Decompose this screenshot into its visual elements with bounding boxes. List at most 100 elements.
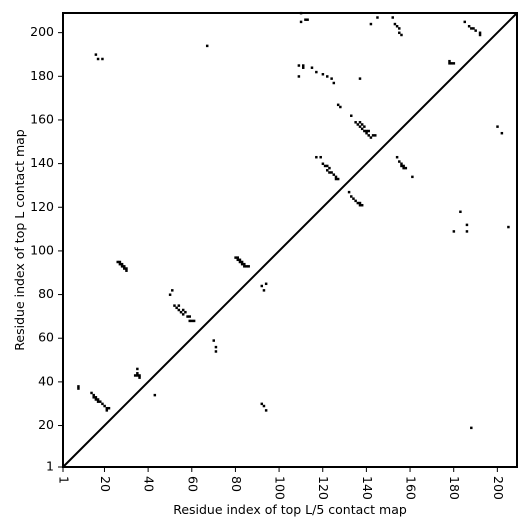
contact-point — [319, 155, 322, 159]
contact-point — [472, 27, 475, 30]
contact-point — [358, 121, 362, 124]
contact-point — [103, 404, 106, 408]
x-tick-label: 160 — [404, 476, 419, 500]
contact-point — [118, 262, 122, 266]
contact-point — [321, 162, 325, 165]
contact-point — [297, 64, 301, 67]
contact-point — [365, 129, 368, 133]
y-tick-label: 100 — [30, 242, 54, 257]
contact-point — [136, 374, 139, 377]
y-tick-label: 200 — [30, 24, 54, 39]
contact-point — [393, 22, 397, 26]
contact-point — [315, 155, 318, 159]
contact-point — [328, 171, 331, 174]
contact-point — [136, 372, 139, 375]
contact-point — [138, 374, 141, 377]
contact-point — [474, 29, 477, 32]
contact-point — [262, 404, 266, 408]
x-tick-label: 140 — [360, 476, 375, 500]
contact-point — [92, 396, 95, 399]
points-layer — [77, 11, 510, 430]
contact-point — [240, 260, 244, 264]
x-tick-label: 40 — [142, 476, 157, 492]
contact-point — [105, 406, 109, 410]
x-tick-label: 200 — [491, 476, 506, 500]
contact-point — [400, 164, 403, 168]
plot-frame — [62, 12, 518, 468]
contact-point — [323, 164, 327, 168]
contact-point — [360, 203, 364, 207]
contact-point — [120, 265, 124, 268]
contact-point — [336, 177, 340, 181]
contact-point — [234, 256, 237, 259]
contact-point — [173, 304, 176, 307]
y-tick-label: 1 — [46, 459, 54, 474]
contact-point — [334, 177, 338, 181]
contact-point — [212, 339, 215, 342]
contact-point — [188, 319, 191, 323]
contact-point — [175, 306, 178, 310]
contact-point — [507, 225, 510, 229]
contact-point — [328, 166, 331, 170]
contact-point — [478, 33, 482, 37]
contact-point — [326, 164, 329, 168]
x-axis-label: Residue index of top L/5 contact map — [173, 502, 407, 517]
y-tick-label: 180 — [30, 68, 54, 83]
contact-point — [94, 396, 98, 399]
contact-point — [116, 260, 119, 264]
contact-point — [125, 267, 128, 270]
y-tick-label: 80 — [38, 286, 54, 301]
contact-point — [395, 25, 399, 28]
contact-point — [467, 25, 471, 28]
contact-point — [94, 398, 98, 401]
contact-point — [153, 393, 157, 397]
contact-point — [369, 22, 373, 26]
contact-point — [243, 262, 246, 266]
contact-point — [125, 269, 128, 272]
contact-point — [90, 391, 93, 395]
x-tick-label: 180 — [447, 476, 462, 500]
x-tick-label: 120 — [316, 476, 331, 500]
contact-point — [339, 105, 342, 109]
contact-point — [347, 190, 351, 194]
contact-point — [376, 16, 379, 19]
contact-point — [452, 62, 456, 65]
contact-point — [77, 385, 80, 388]
contact-point — [77, 387, 80, 390]
contact-point — [123, 267, 126, 270]
contact-point — [448, 59, 451, 63]
contact-point — [177, 304, 181, 307]
contact-point — [171, 289, 174, 292]
contact-point — [470, 27, 473, 30]
contact-point — [236, 258, 240, 262]
contact-point — [459, 210, 462, 214]
contact-point — [478, 31, 482, 35]
contact-point — [260, 284, 264, 288]
contact-point — [374, 134, 377, 137]
contact-point — [99, 400, 102, 403]
contact-point — [398, 27, 401, 30]
contact-point — [358, 203, 362, 207]
contact-point — [192, 319, 196, 323]
y-tick-label: 140 — [30, 155, 54, 170]
y-tick-label: 20 — [38, 417, 54, 432]
contact-point — [371, 134, 375, 137]
contact-point — [363, 129, 366, 133]
contact-point — [92, 393, 95, 397]
contact-point — [354, 121, 357, 124]
contact-point — [330, 77, 333, 80]
contact-point — [304, 18, 307, 21]
contact-point — [190, 319, 194, 323]
contact-point — [452, 230, 456, 233]
contact-point — [465, 223, 469, 227]
contact-point — [358, 77, 362, 80]
contact-point — [332, 81, 336, 85]
contact-point — [107, 406, 111, 410]
contact-point — [214, 345, 218, 349]
contact-point — [186, 315, 189, 318]
contact-point — [264, 282, 268, 286]
contact-point — [400, 33, 403, 37]
contact-point — [96, 57, 100, 61]
contact-point — [363, 125, 366, 128]
